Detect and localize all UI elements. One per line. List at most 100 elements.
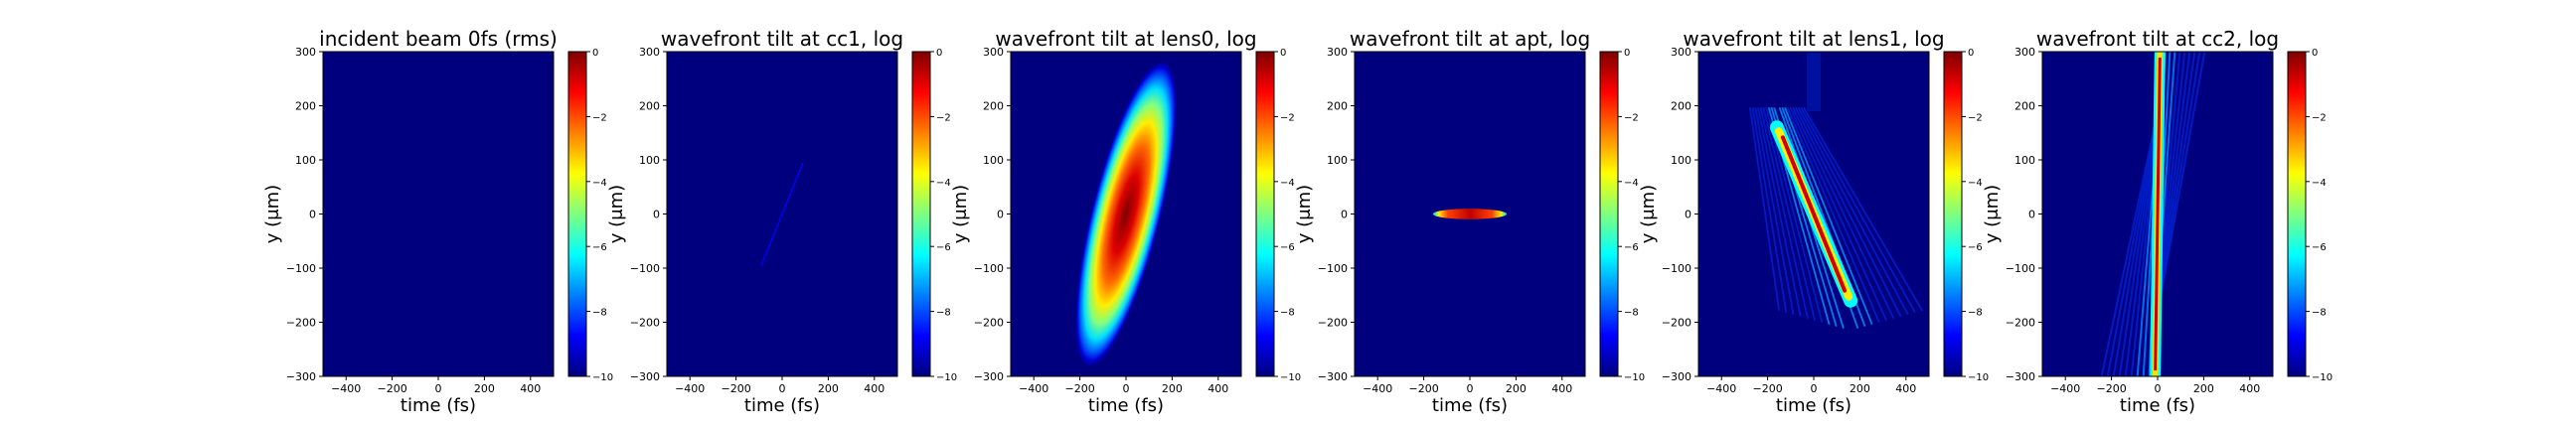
colorbar-tick-label: −4 — [2312, 178, 2327, 189]
colorbar — [2287, 51, 2307, 377]
chart-title: wavefront tilt at lens0, log — [995, 27, 1256, 51]
colorbar-tick-label: −2 — [2312, 112, 2327, 123]
colorbar-tick-label: −2 — [936, 112, 951, 123]
y-tick-label: −300 — [974, 370, 1004, 383]
x-tick-label: −400 — [331, 382, 361, 395]
colorbar-tick-label: −4 — [936, 178, 951, 189]
y-tick-label: 0 — [309, 209, 316, 221]
chart-title: wavefront tilt at apt, log — [1350, 27, 1590, 51]
y-tick-label: −300 — [1662, 370, 1691, 383]
y-tick-label: −100 — [2006, 262, 2035, 275]
y-axis-label: y (μm) — [950, 185, 971, 243]
colorbar-tick-label: −2 — [1624, 112, 1639, 123]
colorbar-tick-label: −8 — [936, 308, 951, 319]
y-axis-label: y (μm) — [606, 185, 627, 243]
colorbar-tick-label: −10 — [1280, 372, 1301, 383]
heatmap-intensity — [2100, 52, 2206, 376]
x-tick-label: −400 — [1019, 382, 1048, 395]
y-tick-label: 0 — [997, 209, 1004, 221]
colorbar-tick-label: −10 — [2312, 372, 2333, 383]
y-tick-label: −100 — [1318, 262, 1348, 275]
colorbar-tick-label: 0 — [1624, 48, 1630, 59]
x-tick-label: −200 — [2096, 382, 2126, 395]
y-tick-label: −200 — [1318, 317, 1348, 330]
chart-title: wavefront tilt at cc1, log — [661, 27, 903, 51]
y-tick-label: 300 — [639, 46, 660, 59]
y-tick-label: 0 — [653, 209, 660, 221]
y-tick-label: 0 — [1341, 209, 1348, 221]
colorbar-tick-label: 0 — [1968, 48, 1974, 59]
x-tick-label: 400 — [1895, 382, 1916, 395]
y-tick-label: −200 — [2006, 317, 2035, 330]
intensity-line — [760, 162, 804, 266]
colorbar-tick-label: −8 — [1280, 308, 1295, 319]
colorbar-tick-label: −8 — [1624, 308, 1639, 319]
x-axis-label: time (fs) — [1432, 395, 1508, 416]
y-tick-label: −300 — [286, 370, 316, 383]
colorbar-tick-label: −6 — [1280, 242, 1295, 253]
colorbar — [1255, 51, 1275, 377]
y-tick-label: 200 — [295, 100, 316, 113]
chart-panel-1: incident beam 0fs (rms) −400 −200 0 200 400 30… — [262, 27, 613, 416]
x-tick-label: 200 — [474, 382, 495, 395]
colorbar-tick-label: −10 — [936, 372, 957, 383]
y-tick-label: 300 — [983, 46, 1004, 59]
chart-title: incident beam 0fs (rms) — [319, 27, 558, 51]
colorbar — [1599, 51, 1619, 377]
x-axis-label: time (fs) — [1776, 395, 1852, 416]
x-tick-label: 0 — [1811, 382, 1818, 395]
x-tick-label: 400 — [520, 382, 541, 395]
y-tick-label: 300 — [1327, 46, 1348, 59]
x-tick-label: −200 — [1408, 382, 1438, 395]
x-tick-label: 200 — [1506, 382, 1527, 395]
chart-panel-4: wavefront tilt at apt, log −400 −200 0 200 40… — [1294, 27, 1645, 416]
colorbar — [567, 51, 587, 377]
colorbar-tick-label: −8 — [2312, 308, 2327, 319]
colorbar-tick-label: −10 — [1624, 372, 1645, 383]
intensity-stripes — [1748, 52, 1923, 330]
x-tick-label: −400 — [675, 382, 705, 395]
y-tick-label: 100 — [295, 154, 316, 167]
colorbar-tick-label: 0 — [1280, 48, 1286, 59]
y-tick-label: 300 — [295, 46, 316, 59]
y-tick-label: −300 — [1318, 370, 1348, 383]
y-tick-label: 200 — [1327, 100, 1348, 113]
y-tick-label: 200 — [983, 100, 1004, 113]
chart-title: wavefront tilt at cc2, log — [2036, 27, 2279, 51]
y-tick-label: 100 — [1671, 154, 1691, 167]
x-tick-label: −200 — [377, 382, 406, 395]
x-tick-label: −400 — [1363, 382, 1392, 395]
colorbar-tick-label: −4 — [1968, 178, 1983, 189]
y-tick-label: 200 — [639, 100, 660, 113]
colorbar — [911, 51, 931, 377]
heatmap-intensity — [760, 162, 804, 266]
x-tick-label: 0 — [2155, 382, 2162, 395]
colorbar-tick-label: −2 — [1280, 112, 1295, 123]
colorbar-tick-label: −8 — [592, 308, 607, 319]
chart-panel-3: wavefront tilt at lens0, log−400 −200 0 200… — [950, 27, 1301, 416]
x-tick-label: −200 — [1752, 382, 1782, 395]
y-tick-label: 0 — [1685, 209, 1691, 221]
colorbar-tick-label: −2 — [1968, 112, 1983, 123]
x-tick-label: 200 — [2193, 382, 2214, 395]
y-tick-label: −200 — [286, 317, 316, 330]
heatmap-intensity — [1748, 52, 1923, 330]
x-tick-label: 400 — [1208, 382, 1228, 395]
y-tick-label: 0 — [2028, 209, 2035, 221]
heatmap-background — [323, 52, 554, 376]
x-tick-label: 400 — [1551, 382, 1572, 395]
x-tick-label: 400 — [864, 382, 885, 395]
heatmap-intensity — [1074, 61, 1178, 367]
heatmap-intensity — [1432, 209, 1508, 219]
x-tick-label: 200 — [1162, 382, 1183, 395]
intensity-blob — [1074, 61, 1178, 367]
y-tick-label: −100 — [974, 262, 1004, 275]
colorbar — [1943, 51, 1963, 377]
y-tick-label: 100 — [2014, 154, 2035, 167]
y-tick-label: −300 — [2006, 370, 2035, 383]
y-tick-label: 300 — [2014, 46, 2035, 59]
y-tick-label: −300 — [630, 370, 660, 383]
y-tick-label: −100 — [286, 262, 316, 275]
intensity-bar — [1432, 209, 1508, 219]
colorbar-tick-label: −6 — [1624, 242, 1639, 253]
